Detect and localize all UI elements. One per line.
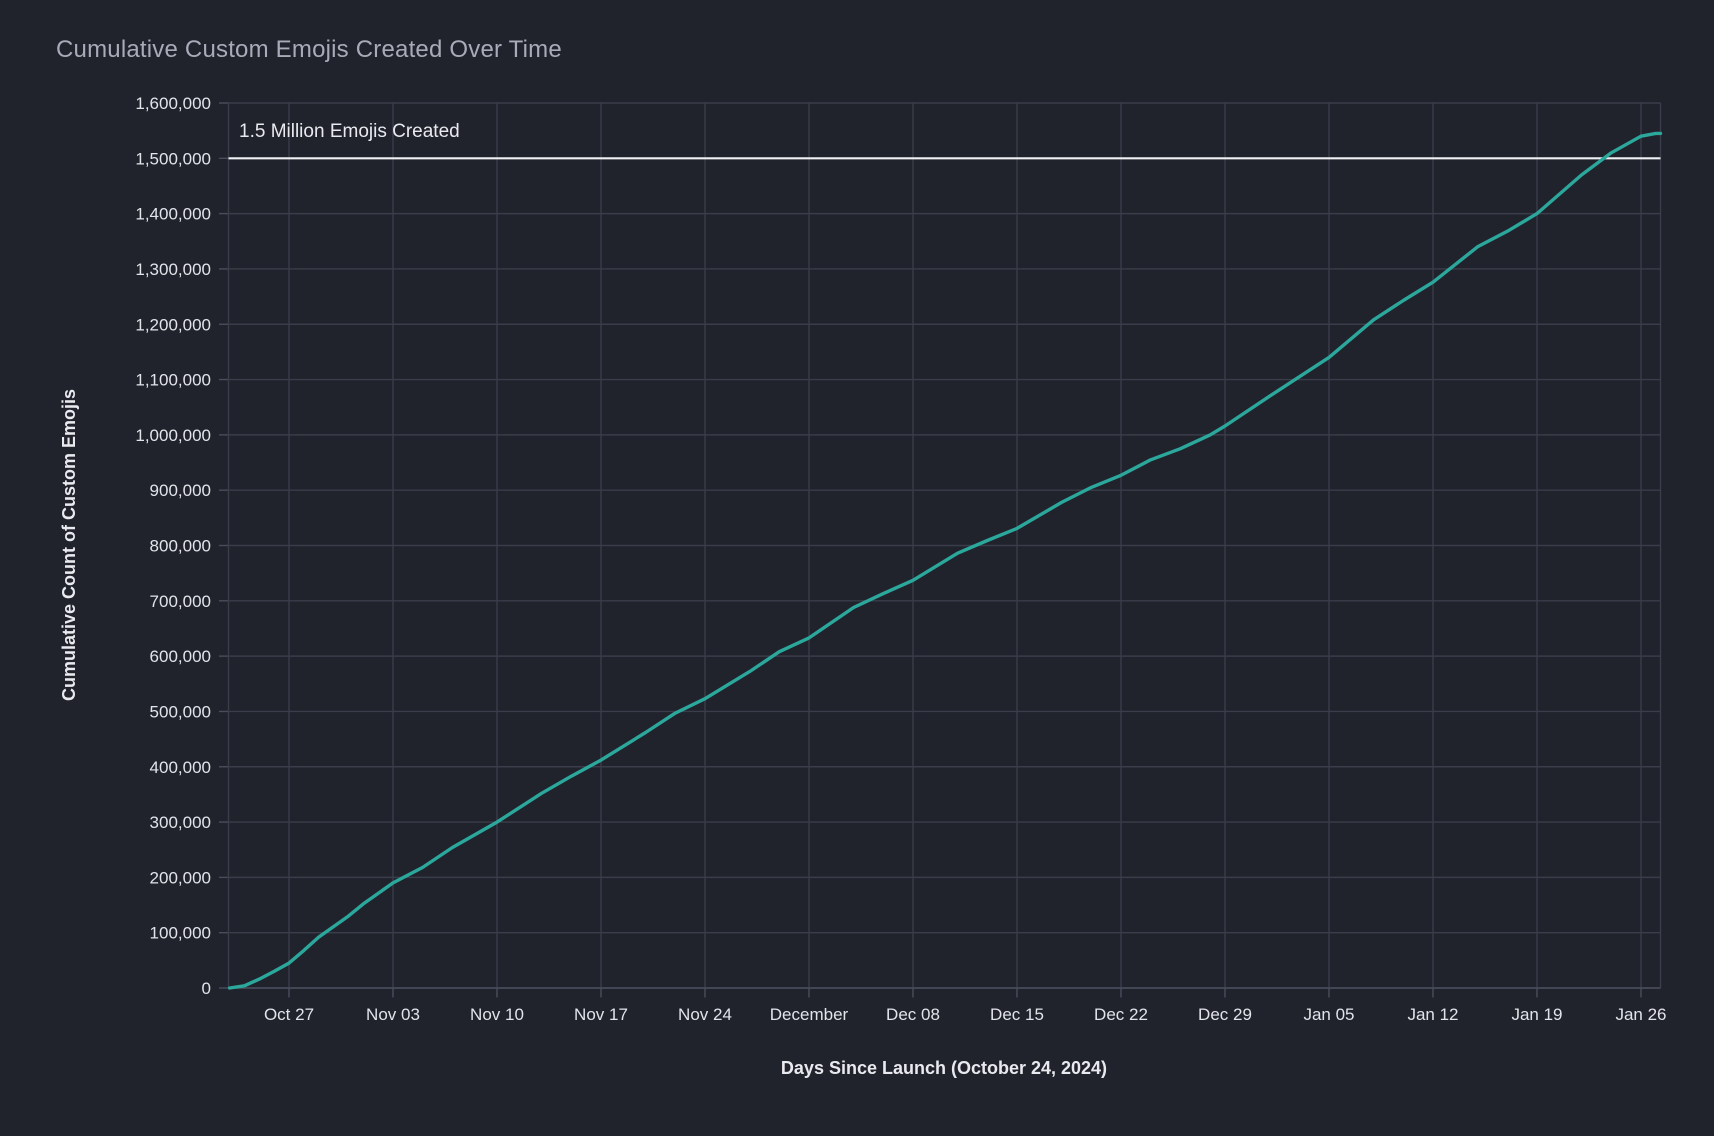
y-tick-label: 600,000 (150, 647, 211, 666)
x-tick-label: Dec 22 (1094, 1005, 1148, 1024)
y-tick-label: 1,200,000 (135, 315, 211, 334)
y-tick-label: 1,000,000 (135, 426, 211, 445)
y-tick-label: 0 (202, 979, 211, 998)
y-tick-label: 1,600,000 (135, 94, 211, 113)
x-tick-label: Jan 26 (1615, 1005, 1666, 1024)
y-tick-label: 200,000 (150, 868, 211, 887)
x-tick-label: Nov 24 (678, 1005, 732, 1024)
x-tick-label: Jan 12 (1407, 1005, 1458, 1024)
x-tick-label: Dec 29 (1198, 1005, 1252, 1024)
y-tick-label: 1,300,000 (135, 260, 211, 279)
x-tick-label: Nov 10 (470, 1005, 524, 1024)
x-tick-label: Jan 19 (1511, 1005, 1562, 1024)
x-tick-label: Dec 08 (886, 1005, 940, 1024)
y-tick-label: 400,000 (150, 758, 211, 777)
reference-line-label: 1.5 Million Emojis Created (239, 121, 460, 142)
x-tick-label: Nov 03 (366, 1005, 420, 1024)
y-tick-label: 300,000 (150, 813, 211, 832)
x-tick-label: Nov 17 (574, 1005, 628, 1024)
cumulative-emoji-line (227, 131, 1663, 990)
x-tick-label: December (770, 1005, 849, 1024)
x-tick-label: Oct 27 (264, 1005, 314, 1024)
y-axis-title: Cumulative Count of Custom Emojis (59, 389, 79, 702)
y-tick-label: 500,000 (150, 702, 211, 721)
y-tick-label: 1,100,000 (135, 371, 211, 390)
y-tick-label: 900,000 (150, 481, 211, 500)
y-tick-label: 700,000 (150, 592, 211, 611)
y-tick-label: 1,400,000 (135, 205, 211, 224)
chart-title: Cumulative Custom Emojis Created Over Ti… (56, 36, 562, 63)
y-tick-label: 800,000 (150, 537, 211, 556)
x-tick-label: Jan 05 (1303, 1005, 1354, 1024)
y-tick-label: 100,000 (150, 924, 211, 943)
y-tick-label: 1,500,000 (135, 149, 211, 168)
x-tick-label: Dec 15 (990, 1005, 1044, 1024)
x-axis-title: Days Since Launch (October 24, 2024) (780, 1058, 1108, 1078)
